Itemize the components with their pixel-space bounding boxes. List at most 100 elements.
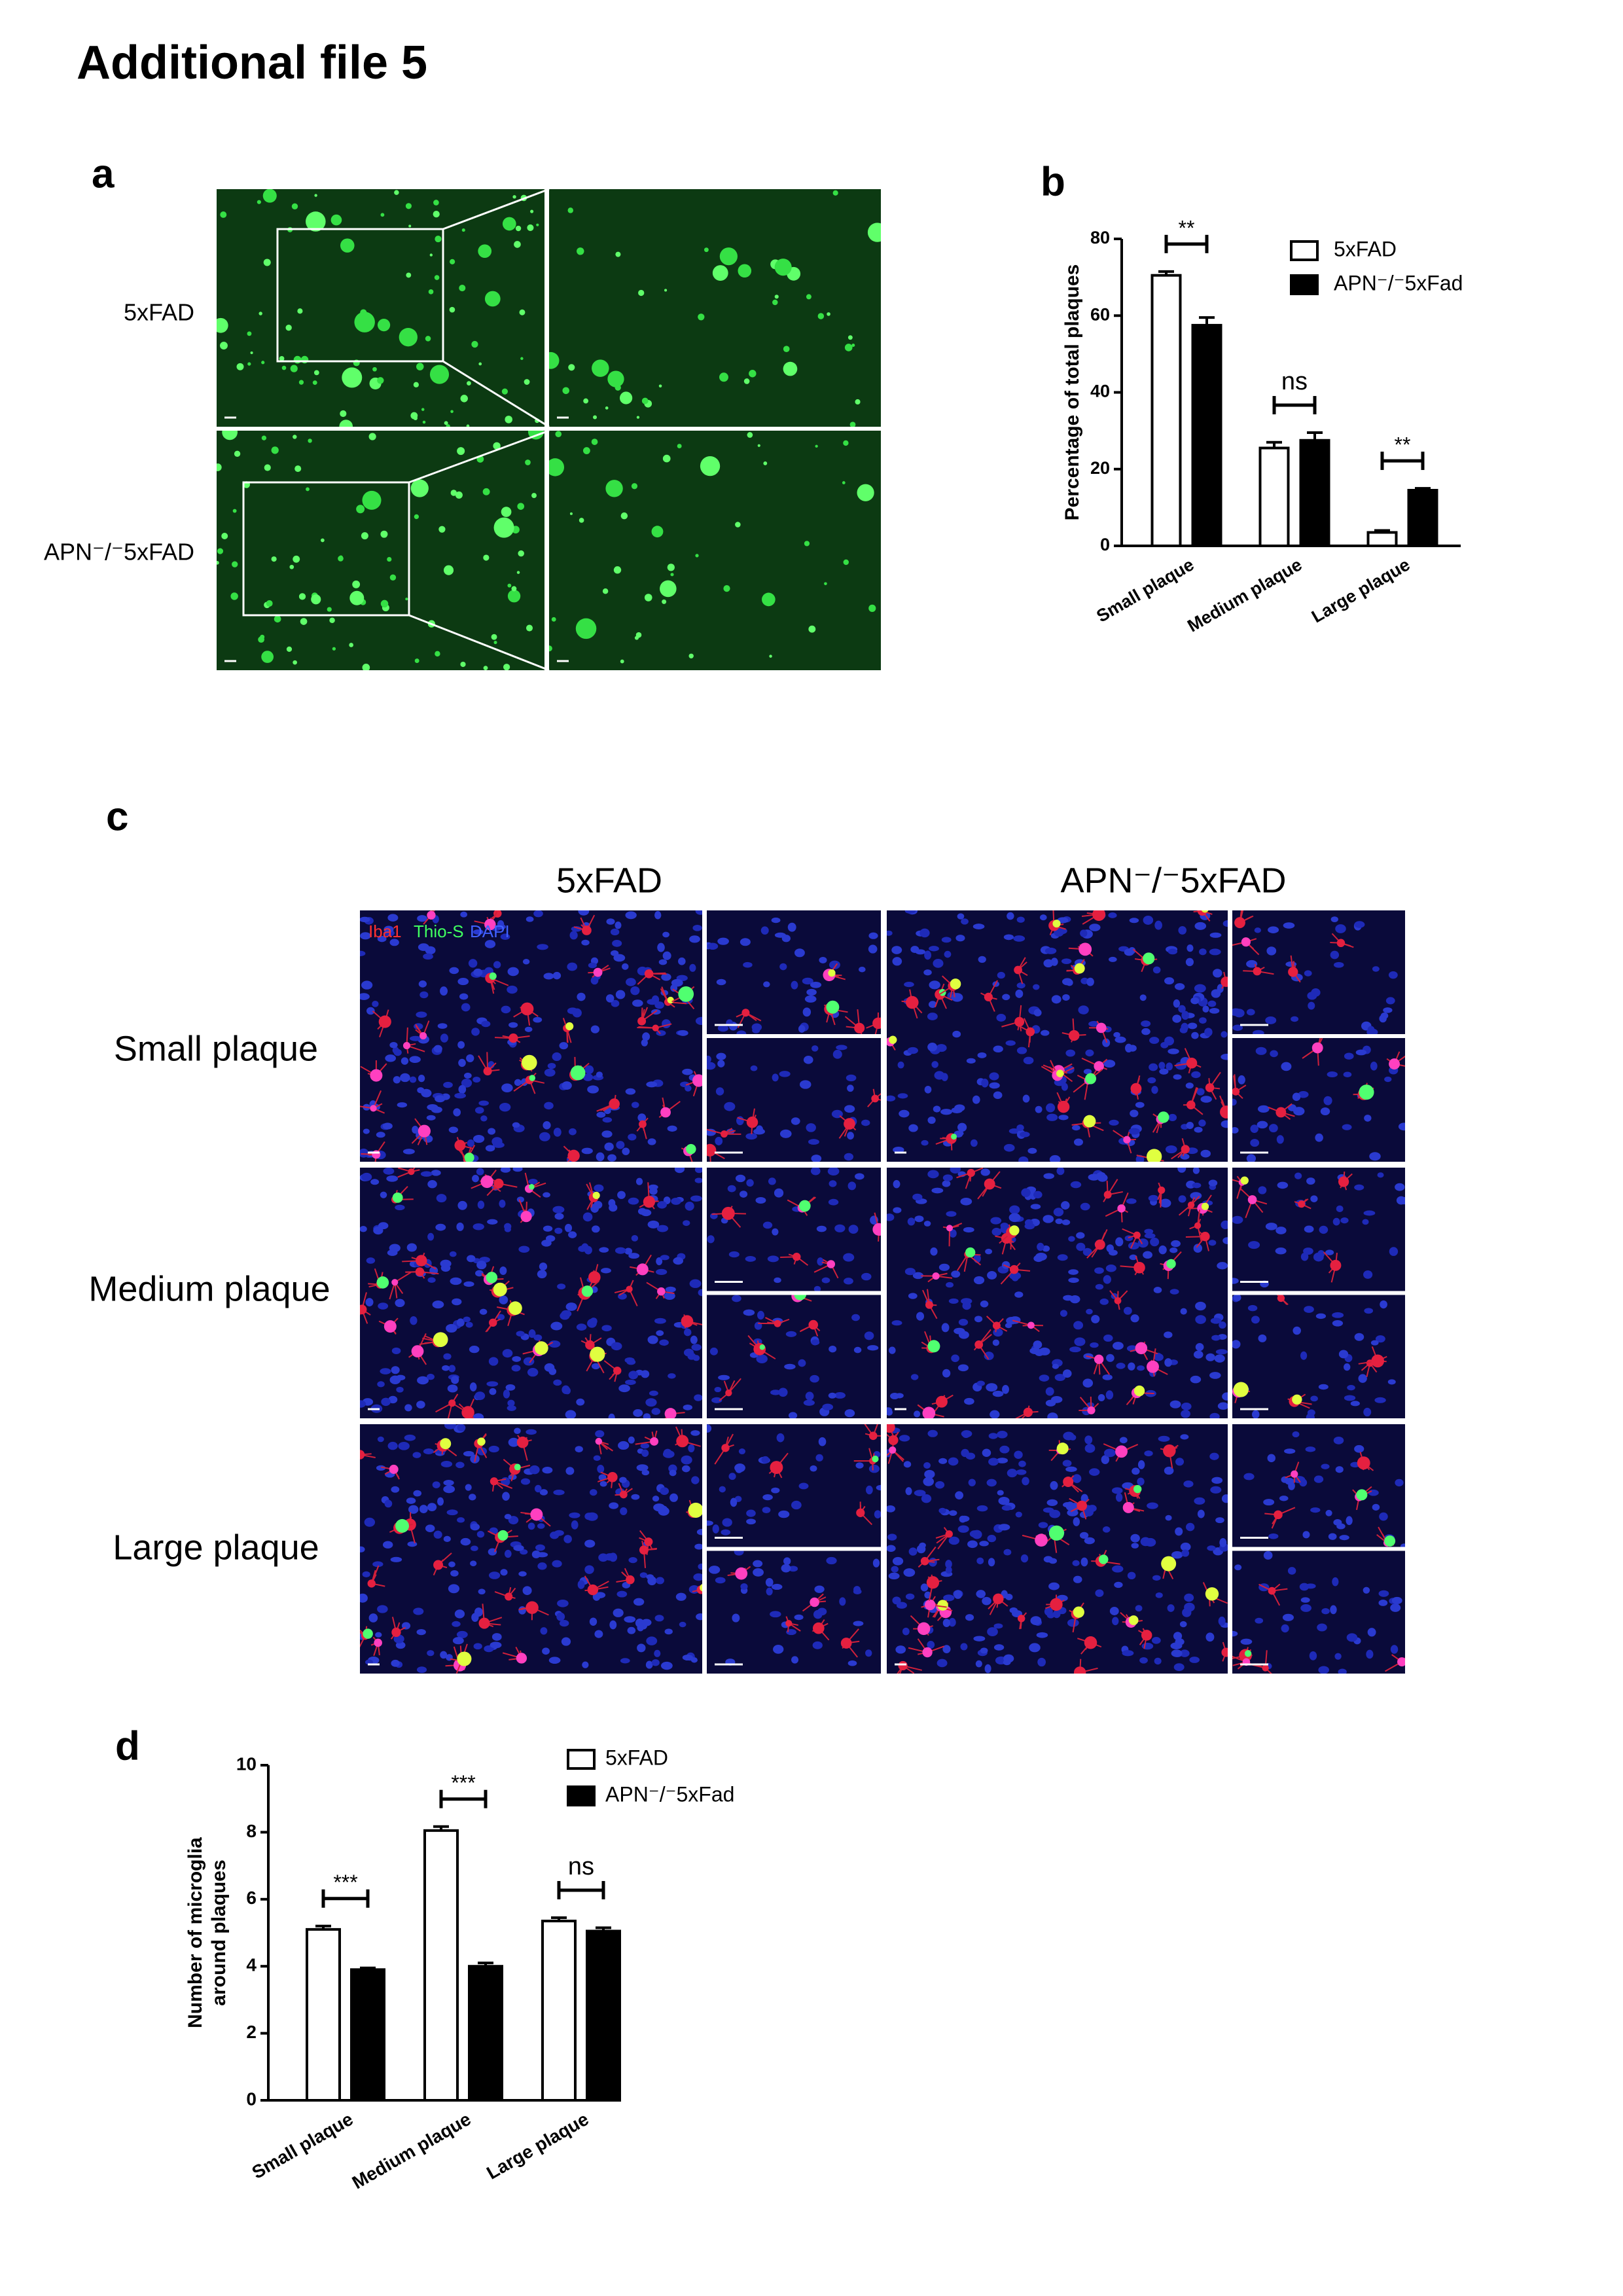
nucleus bbox=[1238, 1075, 1245, 1085]
nucleus bbox=[488, 1128, 496, 1135]
plaque bbox=[362, 490, 382, 510]
nucleus bbox=[717, 1024, 729, 1032]
plaque bbox=[482, 488, 490, 495]
nucleus bbox=[463, 1281, 474, 1287]
nucleus bbox=[973, 1276, 985, 1285]
nucleus bbox=[427, 1650, 435, 1657]
nucleus bbox=[861, 1272, 872, 1281]
nucleus bbox=[762, 1494, 773, 1501]
nucleus bbox=[1052, 1363, 1060, 1369]
nucleus bbox=[1181, 1022, 1188, 1032]
nucleus bbox=[690, 1657, 698, 1663]
plaque bbox=[250, 351, 253, 355]
nucleus bbox=[507, 967, 519, 977]
nucleus bbox=[890, 1392, 900, 1399]
nucleus bbox=[557, 1283, 566, 1290]
nucleus bbox=[1232, 1215, 1243, 1224]
nucleus bbox=[1300, 1604, 1312, 1612]
plaque bbox=[774, 259, 792, 276]
nucleus bbox=[1391, 1596, 1402, 1605]
plaque bbox=[291, 203, 298, 210]
nucleus bbox=[378, 1302, 389, 1310]
plaque bbox=[285, 325, 292, 331]
nucleus bbox=[1268, 1124, 1278, 1133]
plaque bbox=[712, 265, 728, 281]
nucleus bbox=[1029, 1643, 1041, 1653]
nucleus bbox=[654, 1318, 666, 1324]
nucleus bbox=[417, 1087, 425, 1094]
nucleus bbox=[476, 1168, 484, 1175]
microglia bbox=[984, 992, 993, 1001]
nucleus bbox=[406, 1498, 416, 1504]
plaque bbox=[478, 244, 492, 259]
nucleus bbox=[1172, 1014, 1182, 1023]
microglia bbox=[1194, 1222, 1202, 1229]
nucleus bbox=[485, 1145, 495, 1152]
nucleus bbox=[382, 1122, 393, 1130]
nucleus bbox=[1209, 1452, 1219, 1460]
micrograph-content bbox=[707, 1168, 881, 1291]
nucleus bbox=[1068, 1277, 1079, 1283]
nucleus bbox=[649, 1390, 658, 1396]
nucleus bbox=[798, 1482, 809, 1490]
nucleus bbox=[1014, 1291, 1024, 1298]
nucleus bbox=[1147, 1077, 1156, 1084]
nucleus bbox=[489, 1571, 501, 1579]
nucleus bbox=[467, 1255, 476, 1263]
plaque bbox=[434, 275, 440, 280]
nucleus bbox=[466, 1054, 474, 1062]
nucleus bbox=[968, 1479, 976, 1486]
nucleus bbox=[998, 1496, 1010, 1505]
nucleus bbox=[767, 1255, 779, 1263]
nucleus bbox=[469, 1346, 480, 1354]
microglia bbox=[1094, 1354, 1104, 1365]
plaque bbox=[222, 431, 238, 440]
plaque bbox=[349, 590, 365, 605]
plaque bbox=[704, 247, 709, 253]
nucleus bbox=[1199, 948, 1207, 956]
plaque bbox=[461, 228, 465, 232]
nucleus bbox=[646, 1081, 658, 1088]
nucleus bbox=[1067, 1509, 1079, 1516]
microglia bbox=[483, 1067, 492, 1076]
nucleus bbox=[561, 1310, 572, 1318]
panel-label: b bbox=[1041, 159, 1065, 204]
nucleus bbox=[813, 1285, 821, 1291]
nucleus bbox=[1018, 1460, 1026, 1467]
nucleus bbox=[1208, 1179, 1218, 1187]
nucleus bbox=[914, 1215, 924, 1223]
nucleus bbox=[1038, 1522, 1048, 1528]
nucleus bbox=[1267, 1454, 1275, 1463]
nucleus bbox=[961, 1448, 969, 1458]
nucleus bbox=[1221, 1494, 1228, 1503]
nucleus bbox=[1305, 1446, 1316, 1452]
microglia bbox=[588, 1271, 601, 1283]
microglia bbox=[1371, 1354, 1384, 1368]
inset-connector bbox=[442, 188, 550, 230]
nucleus bbox=[1263, 1499, 1275, 1506]
nucleus bbox=[1207, 1545, 1216, 1551]
plaque bbox=[613, 566, 622, 574]
plaque bbox=[340, 238, 355, 253]
nucleus bbox=[980, 1647, 988, 1654]
nucleus bbox=[1128, 1045, 1137, 1052]
microglia bbox=[530, 1508, 543, 1521]
nucleus bbox=[839, 1597, 846, 1606]
nucleus bbox=[732, 1613, 740, 1623]
nucleus bbox=[552, 1206, 565, 1213]
nucleus bbox=[1362, 1219, 1369, 1225]
nucleus bbox=[1139, 994, 1147, 1001]
nucleus bbox=[1068, 1269, 1079, 1275]
nucleus bbox=[516, 1196, 524, 1203]
plaque bbox=[312, 380, 317, 386]
microglia bbox=[1115, 1445, 1128, 1458]
nucleus bbox=[707, 1424, 712, 1433]
nucleus bbox=[1078, 1005, 1089, 1014]
nucleus bbox=[960, 1197, 972, 1206]
bar bbox=[1258, 446, 1290, 547]
nucleus bbox=[1252, 1030, 1264, 1034]
nucleus bbox=[647, 1138, 656, 1145]
nucleus bbox=[1049, 1509, 1061, 1518]
microglia bbox=[370, 1069, 383, 1082]
micrograph bbox=[549, 431, 881, 670]
